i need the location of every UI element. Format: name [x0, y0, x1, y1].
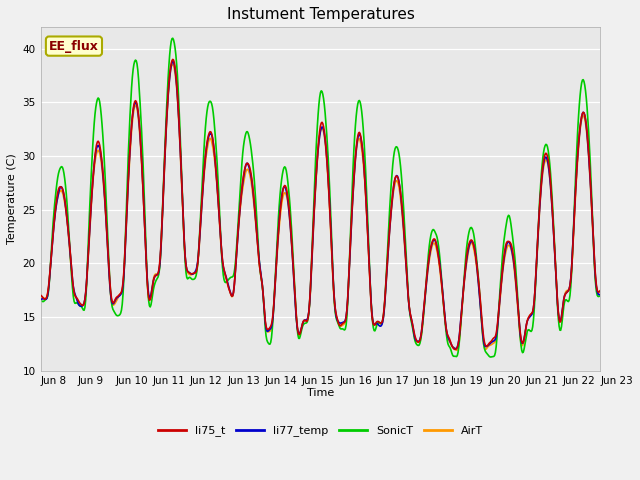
X-axis label: Time: Time — [307, 388, 334, 398]
Y-axis label: Temperature (C): Temperature (C) — [7, 154, 17, 244]
Legend: li75_t, li77_temp, SonicT, AirT: li75_t, li77_temp, SonicT, AirT — [154, 421, 487, 441]
Text: EE_flux: EE_flux — [49, 40, 99, 53]
Title: Instument Temperatures: Instument Temperatures — [227, 7, 414, 22]
